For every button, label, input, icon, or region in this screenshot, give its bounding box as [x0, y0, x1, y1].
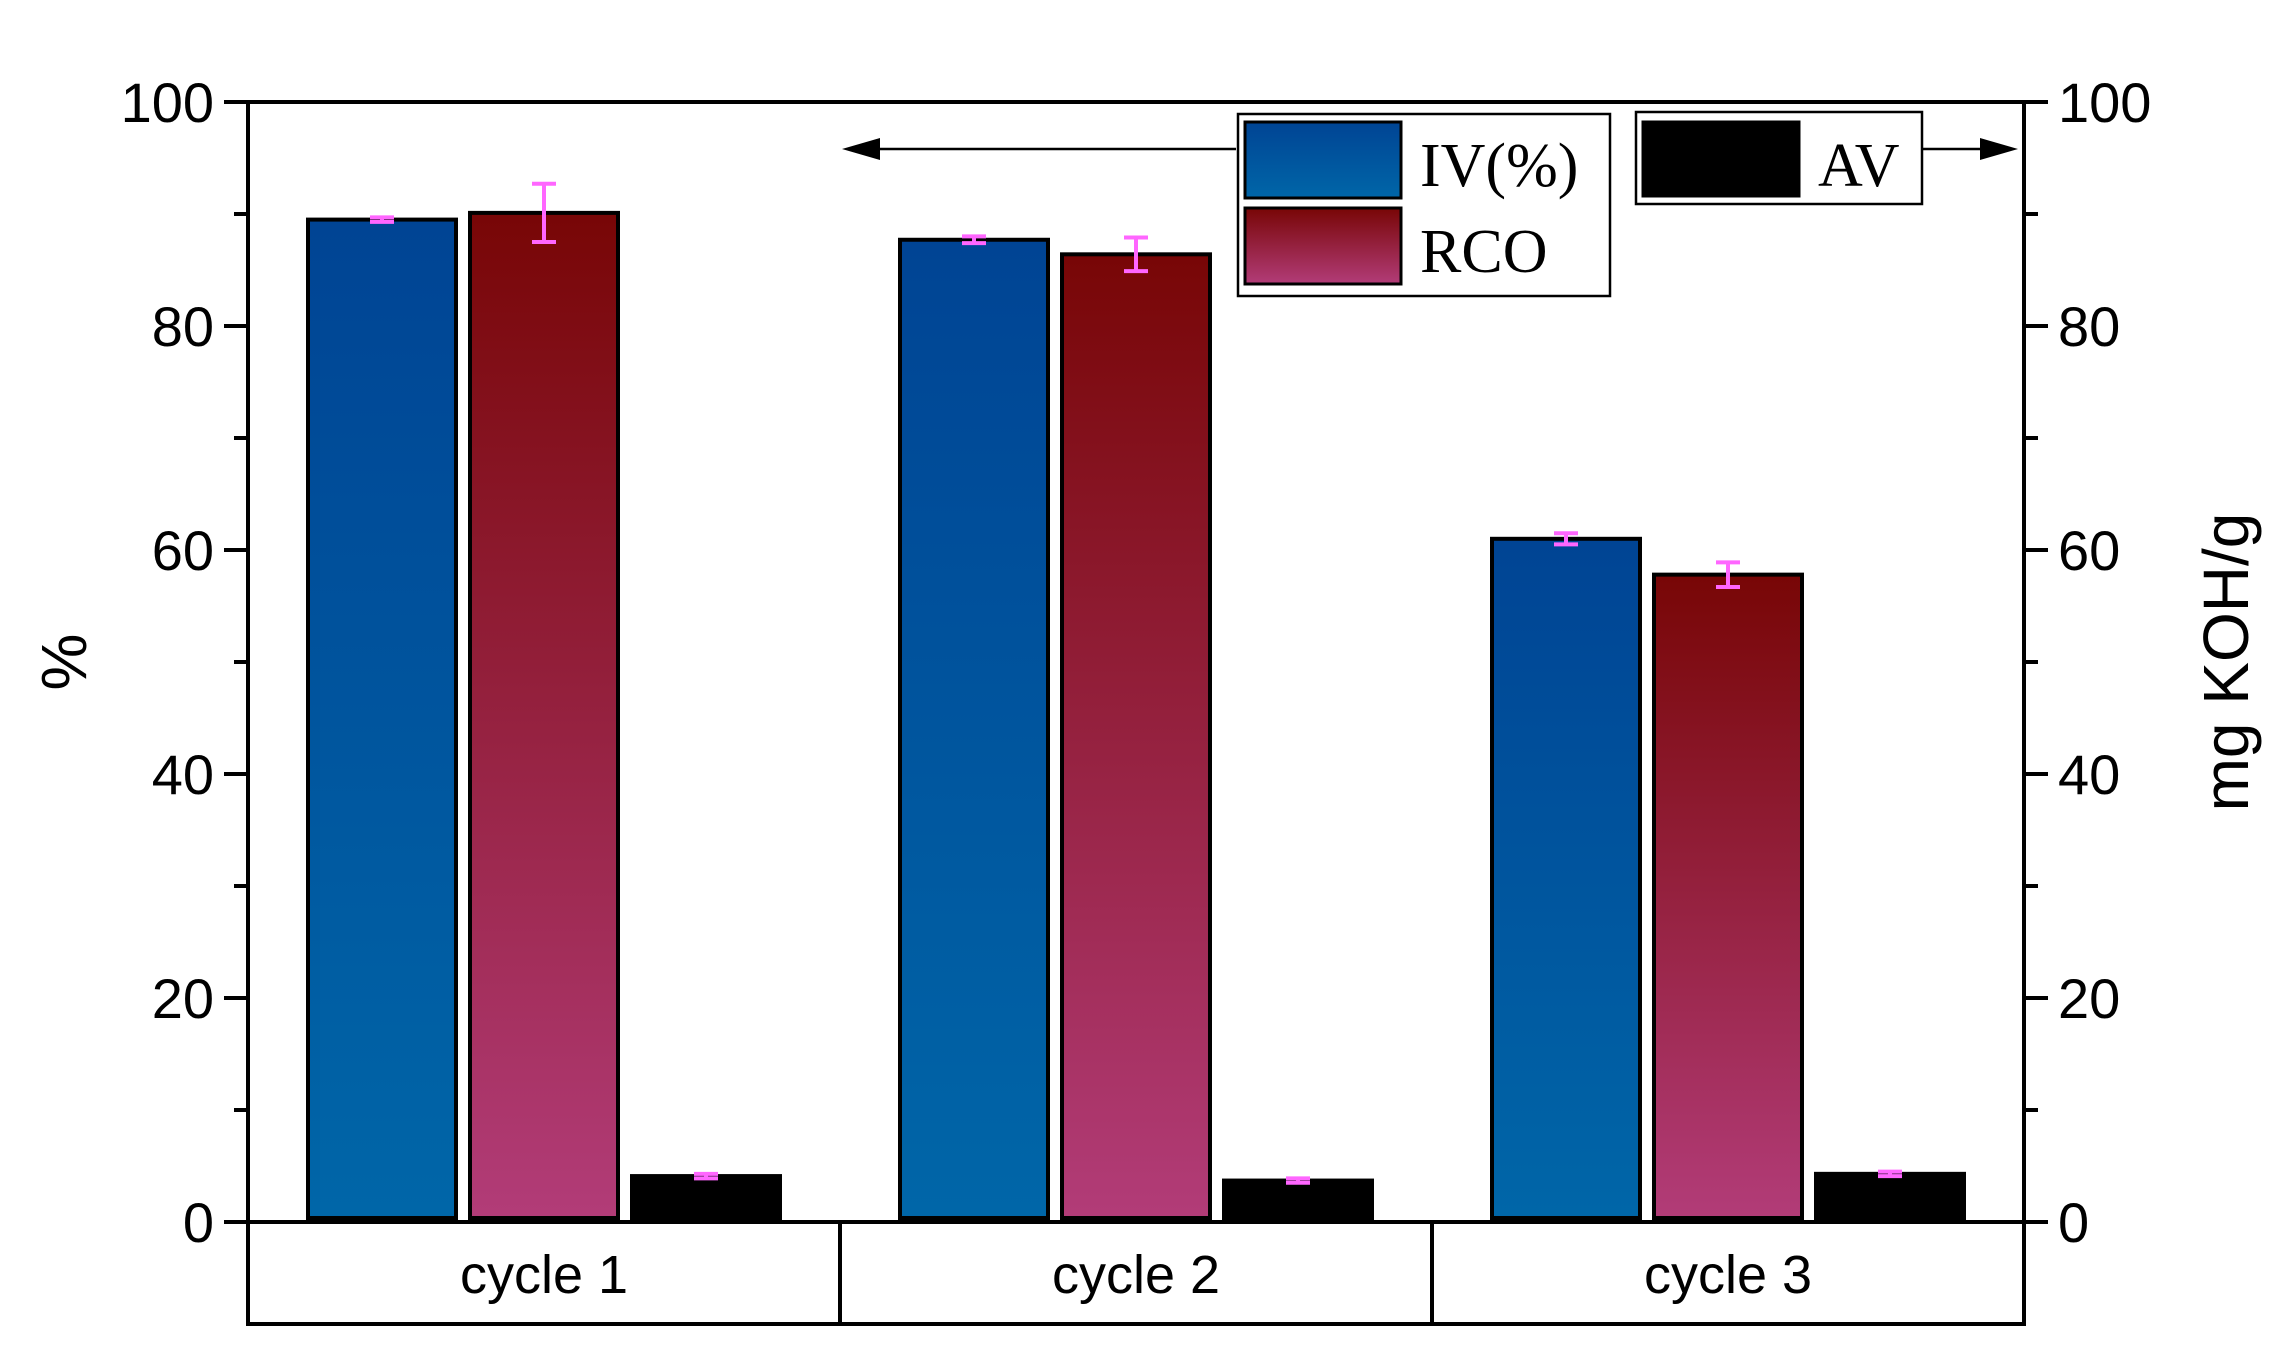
y-left-tick-label: 40	[152, 743, 214, 806]
error-bar	[962, 234, 986, 246]
legend-left: IV(%) RCO	[1236, 112, 1612, 298]
legend-swatch-rco	[1243, 206, 1403, 286]
legend-label-iv: IV(%)	[1420, 132, 1578, 200]
legend-swatch-iv	[1243, 120, 1403, 200]
error-bar	[694, 1171, 718, 1181]
category-label: cycle 2	[1052, 1245, 1220, 1305]
y-left-tick-label: 80	[152, 295, 214, 358]
bar-iv-cycle-3	[1490, 536, 1642, 1220]
error-bar	[1878, 1169, 1902, 1179]
arrow-left-axis-icon	[842, 138, 1236, 160]
error-bar	[1286, 1176, 1310, 1185]
error-bar	[1124, 235, 1148, 274]
category-label: cycle 1	[460, 1245, 628, 1305]
y-axis-right-title: mg KOH/g	[2190, 513, 2262, 812]
y-left-tick-label: 0	[183, 1191, 214, 1254]
legend-right: AV	[1634, 110, 1924, 206]
y-right-tick-label: 100	[2058, 71, 2151, 134]
arrow-right-axis-icon	[1922, 138, 2018, 160]
bars-layer	[306, 210, 1966, 1221]
error-bar	[532, 181, 556, 244]
error-bars-layer	[370, 181, 1902, 1185]
y-right-tick-label: 0	[2058, 1191, 2089, 1254]
y-axis-right: 0 20 40 60 80 100	[2024, 71, 2151, 1254]
legend-swatch-av	[1641, 120, 1801, 198]
bar-av-cycle-3	[1814, 1171, 1966, 1220]
category-table	[246, 1220, 2026, 1326]
y-left-tick-label: 20	[152, 967, 214, 1030]
bar-iv-cycle-1	[306, 217, 458, 1221]
y-axis-left: 0 20 40 60 80 100	[121, 71, 248, 1254]
y-right-tick-label: 80	[2058, 295, 2120, 358]
error-bar	[1716, 560, 1740, 589]
category-label: cycle 3	[1644, 1245, 1812, 1305]
legend-label-av: AV	[1818, 132, 1900, 200]
y-axis-left-title: %	[28, 634, 100, 691]
bar-rco-cycle-3	[1652, 572, 1804, 1220]
y-left-tick-label: 100	[121, 71, 214, 134]
bar-iv-cycle-2	[898, 237, 1050, 1220]
y-right-tick-label: 20	[2058, 967, 2120, 1030]
bar-av-cycle-1	[630, 1174, 782, 1220]
bar-rco-cycle-2	[1060, 252, 1212, 1220]
legend-label-rco: RCO	[1420, 218, 1547, 286]
y-left-tick-label: 60	[152, 519, 214, 582]
y-right-tick-label: 40	[2058, 743, 2120, 806]
bar-rco-cycle-1	[468, 210, 620, 1220]
error-bar	[370, 215, 394, 224]
y-right-tick-label: 60	[2058, 519, 2120, 582]
error-bar	[1554, 531, 1578, 547]
bar-av-cycle-2	[1222, 1178, 1374, 1221]
